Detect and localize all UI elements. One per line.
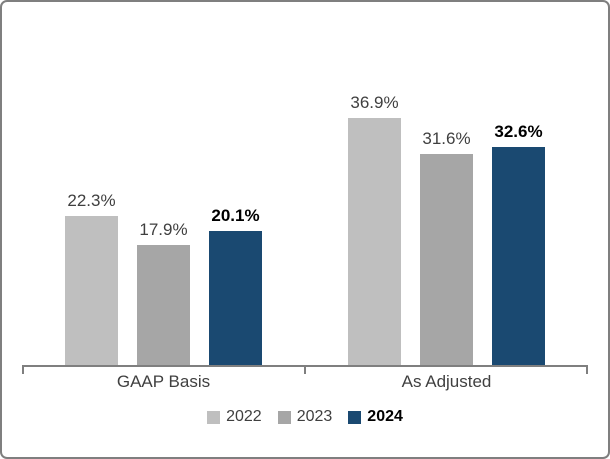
legend: 2022 2023 2024	[2, 408, 608, 426]
bar-group-as-adjusted: 36.9% 31.6% 32.6%	[305, 20, 588, 365]
bar-wrap-2022: 22.3%	[65, 191, 118, 365]
bar-wrap-2024: 20.1%	[209, 206, 262, 365]
bar-2023-as-adjusted	[420, 154, 473, 365]
category-label-as-adjusted: As Adjusted	[401, 372, 492, 391]
bar-wrap-2023: 31.6%	[420, 129, 473, 365]
bar-value-label-2023: 31.6%	[422, 129, 471, 148]
bar-2024-gaap-basis	[209, 231, 262, 365]
legend-swatch-2023	[277, 410, 291, 424]
legend-swatch-2024	[348, 410, 362, 424]
legend-item-2024: 2024	[348, 408, 403, 426]
legend-label-2024: 2024	[367, 408, 403, 425]
axis-tick-left	[22, 367, 24, 374]
bar-value-label-2022: 22.3%	[67, 191, 116, 210]
category-axis: GAAP Basis As Adjusted	[22, 372, 588, 392]
bar-2022-gaap-basis	[65, 216, 118, 365]
bar-group-gaap-basis: 22.3% 17.9% 20.1%	[22, 20, 305, 365]
legend-label-2023: 2023	[296, 408, 333, 425]
legend-item-2023: 2023	[277, 408, 333, 426]
plot-area: 22.3% 17.9% 20.1% 36.9% 31.6% 32.6%	[22, 20, 588, 374]
bar-2024-as-adjusted	[492, 147, 545, 365]
legend-item-2022: 2022	[207, 408, 262, 426]
legend-swatch-2022	[207, 410, 221, 424]
legend-label-2022: 2022	[226, 408, 262, 425]
bar-value-label-2024: 32.6%	[494, 122, 543, 141]
bar-value-label-2023: 17.9%	[139, 220, 188, 239]
bar-2022-as-adjusted	[348, 118, 401, 365]
bar-value-label-2024: 20.1%	[211, 206, 260, 225]
axis-tick-middle	[304, 367, 306, 374]
bar-wrap-2023: 17.9%	[137, 220, 190, 365]
bar-wrap-2022: 36.9%	[348, 93, 401, 365]
category-label-gaap-basis: GAAP Basis	[116, 372, 211, 391]
bar-wrap-2024: 32.6%	[492, 122, 545, 365]
bar-2023-gaap-basis	[137, 245, 190, 365]
axis-tick-right	[586, 367, 588, 374]
bar-value-label-2022: 36.9%	[350, 93, 399, 112]
